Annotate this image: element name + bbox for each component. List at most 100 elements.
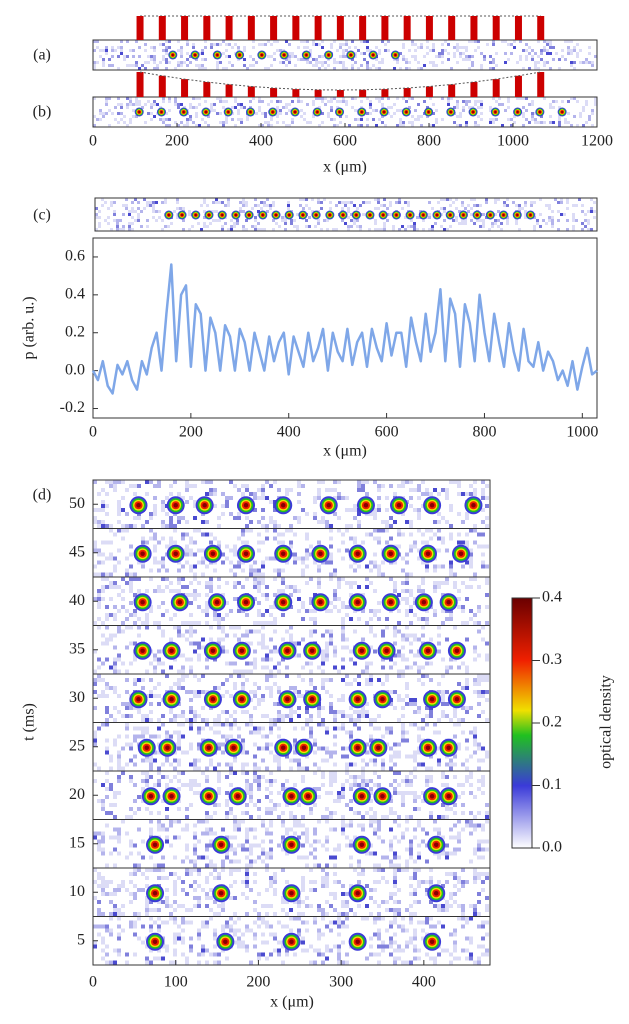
noise-pixel	[121, 714, 125, 718]
noise-pixel	[173, 589, 177, 593]
noise-pixel	[315, 97, 318, 100]
noise-pixel	[169, 819, 173, 824]
noise-pixel	[369, 678, 373, 682]
noise-pixel	[197, 581, 201, 585]
noise-pixel	[473, 488, 477, 492]
noise-pixel	[177, 779, 181, 783]
x-axis-label: x (μm)	[323, 159, 367, 176]
noise-pixel	[180, 46, 183, 49]
noise-pixel	[113, 742, 117, 747]
noise-pixel	[161, 629, 165, 634]
noise-pixel	[453, 803, 457, 807]
blob	[232, 690, 251, 709]
x-tick-label: 0	[89, 133, 97, 150]
noise-pixel	[365, 742, 369, 747]
noise-pixel	[161, 219, 164, 222]
noise-pixel	[433, 520, 437, 524]
noise-pixel	[170, 222, 173, 225]
noise-pixel	[117, 762, 121, 767]
noise-pixel	[318, 97, 321, 100]
noise-pixel	[342, 67, 345, 70]
noise-pixel	[113, 605, 117, 609]
noise-pixel	[97, 617, 101, 621]
noise-pixel	[121, 508, 125, 512]
noise-pixel	[465, 819, 469, 824]
noise-pixel	[169, 524, 173, 528]
noise-pixel	[329, 811, 333, 815]
noise-pixel	[449, 198, 452, 201]
noise-pixel	[105, 682, 109, 686]
noise-pixel	[189, 61, 192, 64]
noise-pixel	[185, 552, 189, 557]
noise-pixel	[229, 811, 233, 815]
noise-pixel	[405, 815, 409, 819]
noise-pixel	[353, 508, 357, 512]
noise-pixel	[185, 500, 189, 504]
blob	[418, 210, 428, 220]
noise-pixel	[498, 103, 501, 106]
noise-pixel	[257, 589, 261, 593]
noise-pixel	[482, 213, 485, 216]
noise-pixel	[117, 585, 121, 589]
noise-pixel	[203, 210, 206, 213]
noise-pixel	[260, 207, 263, 210]
noise-pixel	[566, 228, 569, 231]
noise-pixel	[461, 540, 465, 545]
noise-pixel	[253, 629, 257, 634]
noise-pixel	[473, 613, 477, 617]
noise-pixel	[272, 201, 275, 204]
noise-pixel	[261, 484, 265, 488]
noise-pixel	[337, 698, 341, 702]
noise-pixel	[125, 512, 129, 516]
noise-pixel	[245, 629, 249, 634]
noise-pixel	[396, 61, 399, 64]
lattice-bar	[270, 16, 278, 40]
noise-pixel	[420, 43, 423, 46]
blob	[294, 738, 313, 757]
noise-pixel	[267, 40, 270, 43]
noise-pixel	[317, 819, 321, 824]
noise-pixel	[245, 811, 249, 815]
noise-pixel	[217, 577, 221, 581]
noise-pixel	[513, 40, 516, 43]
noise-pixel	[125, 568, 129, 573]
noise-pixel	[180, 64, 183, 67]
noise-pixel	[141, 564, 145, 569]
noise-pixel	[245, 661, 249, 666]
noise-pixel	[168, 118, 171, 121]
noise-pixel	[321, 682, 325, 686]
noise-pixel	[153, 544, 157, 549]
noise-pixel	[264, 115, 267, 118]
noise-pixel	[265, 665, 269, 670]
noise-pixel	[469, 560, 473, 565]
noise-pixel	[469, 771, 473, 775]
noise-pixel	[351, 67, 354, 70]
noise-pixel	[133, 799, 137, 803]
noise-pixel	[137, 734, 141, 739]
noise-pixel	[95, 228, 98, 231]
blob-ring	[376, 745, 381, 750]
noise-pixel	[409, 783, 413, 787]
noise-pixel	[297, 516, 301, 520]
noise-pixel	[265, 528, 269, 533]
noise-pixel	[193, 690, 197, 694]
noise-pixel	[445, 815, 449, 819]
noise-pixel	[417, 516, 421, 520]
noise-pixel	[137, 484, 141, 488]
noise-pixel	[225, 500, 229, 504]
noise-pixel	[375, 67, 378, 70]
x-tick-label: 600	[333, 133, 357, 150]
noise-pixel	[377, 201, 380, 204]
lattice-bar	[136, 72, 144, 97]
noise-pixel	[441, 61, 444, 64]
noise-pixel	[336, 61, 339, 64]
noise-pixel	[377, 714, 381, 718]
noise-pixel	[107, 222, 110, 225]
noise-pixel	[401, 568, 405, 573]
noise-pixel	[105, 811, 109, 815]
noise-pixel	[234, 100, 237, 103]
noise-pixel	[365, 702, 369, 706]
noise-pixel	[145, 783, 149, 787]
noise-pixel	[396, 109, 399, 112]
noise-pixel	[198, 67, 201, 70]
